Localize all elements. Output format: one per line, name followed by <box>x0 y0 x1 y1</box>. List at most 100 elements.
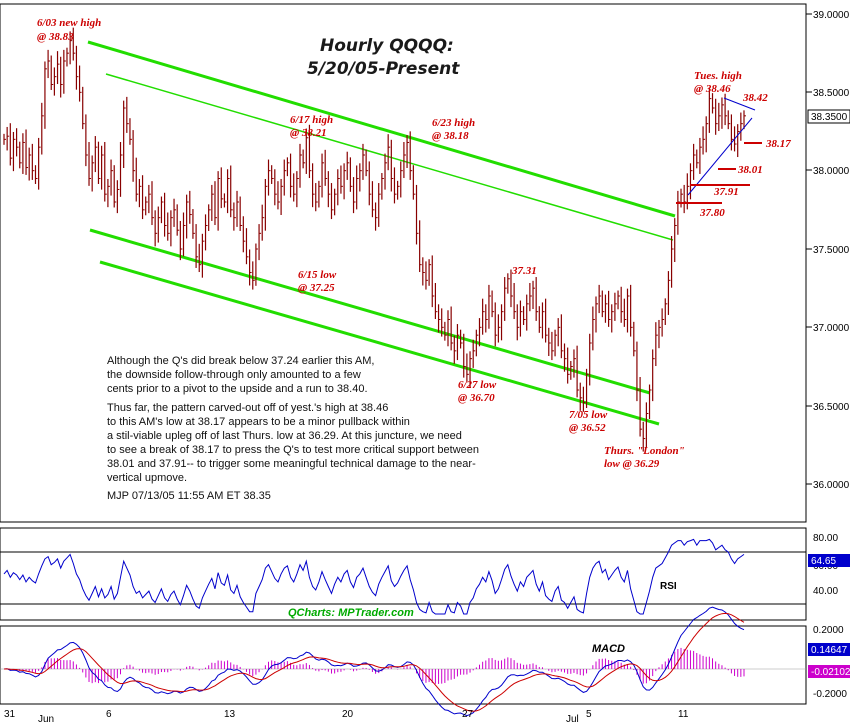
price-bar <box>201 233 205 278</box>
commentary-line-2: the downside follow-through only amounte… <box>107 369 361 381</box>
price-bar <box>311 163 315 208</box>
price-bar <box>334 188 337 216</box>
rsi-tick-label: 80.00 <box>813 533 838 544</box>
x-tick-label: Jul <box>566 714 579 725</box>
price-bar <box>422 257 425 286</box>
anno-705-low-l2: @ 36.52 <box>569 422 606 434</box>
price-bar <box>356 165 359 210</box>
price-bar <box>500 304 504 341</box>
price-bar <box>519 300 523 337</box>
price-bar <box>9 123 13 166</box>
macd-tick-label: -0.2000 <box>813 689 847 700</box>
price-bar <box>453 335 457 364</box>
price-bar <box>242 216 246 253</box>
price-bar <box>362 143 365 180</box>
price-bar <box>374 202 378 231</box>
price-bar <box>50 55 54 90</box>
anno-thurs-low-l2: low @ 36.29 <box>604 458 660 470</box>
channel-lower-line <box>89 228 651 395</box>
price-bar <box>214 181 217 226</box>
commentary-line-6: a stil-viable upleg off of last Thurs. l… <box>107 430 462 442</box>
price-bar <box>488 284 491 329</box>
price-bar <box>715 98 718 135</box>
price-bar <box>277 181 280 210</box>
price-bar <box>22 133 25 174</box>
rsi-axis: 80.00 60.00 40.00 64.65 <box>808 533 850 597</box>
price-bar <box>419 220 422 273</box>
price-bar <box>459 329 463 349</box>
macd-current-label: 0.14647 <box>811 645 848 656</box>
price-bar <box>211 184 214 221</box>
price-bar <box>154 210 158 247</box>
price-bar <box>264 178 268 231</box>
rsi-tick-label: 40.00 <box>813 586 838 597</box>
price-bar <box>267 159 271 196</box>
upleg-lines <box>676 97 762 204</box>
price-bar <box>302 149 306 169</box>
macd-axis: 0.2000 0.14647 -0.02102 -0.2000 <box>808 625 850 700</box>
price-bar <box>522 306 526 325</box>
price-bar <box>337 169 340 206</box>
price-bar <box>504 277 507 321</box>
chart-title-line1: Hourly QQQQ: <box>320 36 454 56</box>
price-bar <box>699 137 702 174</box>
price-bar <box>12 131 16 172</box>
price-bar <box>3 133 6 145</box>
price-bar <box>630 284 633 337</box>
price-bar <box>41 102 44 155</box>
price-bar <box>249 249 252 286</box>
price-bar <box>135 157 139 202</box>
price-bar <box>343 163 347 200</box>
anno-603-high-l2: @ 38.83 <box>37 31 74 43</box>
price-bar <box>126 96 129 133</box>
anno-615-low-l1: 6/15 low <box>298 269 337 281</box>
price-bar <box>230 165 233 218</box>
price-bar <box>47 49 51 79</box>
price-bar <box>31 143 35 180</box>
price-bar <box>123 100 126 169</box>
price-bar <box>548 327 551 357</box>
price-bar <box>293 173 296 202</box>
x-tick-label: 11 <box>678 709 689 720</box>
price-bar <box>541 302 545 339</box>
commentary-line-10: MJP 07/13/05 11:55 AM ET 38.35 <box>107 490 271 502</box>
anno-tues-high-l1: Tues. high <box>694 70 742 82</box>
price-bar <box>482 298 485 335</box>
price-bar <box>450 306 454 351</box>
price-bar <box>305 128 309 174</box>
rsi-current-badge <box>808 554 850 567</box>
price-bars <box>3 27 746 452</box>
price-bar <box>626 288 630 333</box>
price-bar <box>441 308 444 337</box>
price-bar <box>72 27 76 61</box>
price-bar <box>53 67 57 96</box>
price-bar <box>538 306 542 333</box>
price-bar <box>664 298 668 325</box>
price-tick-label: 37.5000 <box>813 245 850 256</box>
price-bar <box>97 141 101 184</box>
price-bar <box>475 329 479 357</box>
price-bar <box>368 161 372 206</box>
channel-upper-line <box>87 40 676 218</box>
price-bar <box>145 196 148 216</box>
price-bar <box>563 343 567 372</box>
rsi-panel <box>0 527 807 621</box>
price-bar <box>318 180 321 208</box>
price-bar <box>570 361 573 380</box>
price-bar <box>44 61 47 129</box>
price-bar <box>737 124 740 158</box>
price-bar <box>529 282 532 312</box>
trend-channel <box>87 40 676 426</box>
price-bar <box>160 196 164 224</box>
price-bar <box>708 87 712 133</box>
price-bar <box>38 137 41 190</box>
price-bar <box>113 165 117 208</box>
price-bar <box>88 141 92 186</box>
x-tick-label: 5 <box>586 709 592 720</box>
price-bar <box>69 31 73 65</box>
price-bar <box>507 273 510 294</box>
price-bar <box>327 171 331 208</box>
price-bar <box>617 290 621 310</box>
price-bar <box>463 333 466 378</box>
